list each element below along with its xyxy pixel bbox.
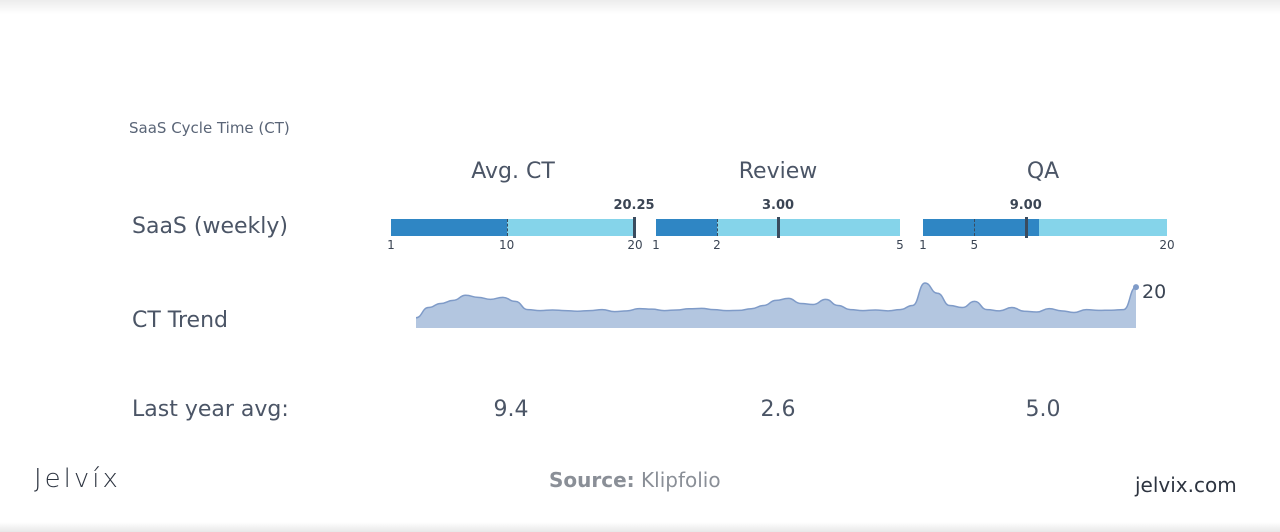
bullet-review: 1 2 5 3.00 [652, 198, 904, 252]
last-year-avg-qa: 5.0 [1025, 397, 1061, 422]
source-note: Source: Klipfolio [549, 468, 721, 492]
bullet-marker-avg-ct [633, 217, 636, 238]
bullet-tick-label: 1 [919, 238, 927, 252]
chart-subtitle: SaaS Cycle Time (CT) [129, 119, 290, 137]
bullet-marker-qa [1024, 217, 1028, 238]
row-label-weekly: SaaS (weekly) [132, 214, 288, 239]
bullet-tick-label: 5 [970, 238, 979, 252]
source-value: Klipfolio [641, 468, 721, 492]
bullet-tick-label: 10 [498, 238, 515, 252]
bottom-shadow [0, 522, 1280, 532]
bullet-value-label-qa: 9.00 [1009, 198, 1042, 213]
trend-area [416, 283, 1136, 328]
bullet-tick-label: 20 [1159, 238, 1175, 252]
column-title-review: Review [738, 159, 818, 184]
bullet-fill-review [656, 219, 717, 236]
bullet-tick-label: 1 [652, 238, 660, 252]
trend-end-point [1133, 284, 1139, 291]
bullet-tick-label: 5 [896, 238, 904, 252]
last-year-avg-ct: 9.4 [493, 397, 529, 422]
bullet-qa: 1 5 20 9.00 [919, 198, 1174, 252]
bullet-tick-label: 20 [627, 238, 643, 252]
bullet-tick-mark [717, 219, 718, 236]
jelvix-logo: Jelvíx [34, 464, 121, 494]
bullet-tick-mark [974, 219, 976, 236]
row-label-trend: CT Trend [132, 308, 229, 333]
last-year-avg-review: 2.6 [760, 397, 796, 422]
bullet-value-label-review: 3.00 [761, 198, 795, 213]
trend-line [415, 282, 1137, 319]
site-link[interactable]: jelvix.com [1135, 473, 1237, 497]
bullet-value-label-avg-ct: 20.25 [613, 198, 655, 213]
source-label: Source: [549, 468, 635, 492]
column-title-avg-ct: Avg. CT [471, 159, 555, 184]
row-label-last-year: Last year avg: [132, 397, 289, 422]
bullet-marker-review [777, 217, 780, 238]
bullet-fill-qa [923, 219, 1039, 236]
bullet-tick-label: 2 [713, 238, 721, 252]
bullet-avg-ct: 1 10 20 20.25 [387, 198, 654, 252]
bullet-tick-mark [506, 219, 508, 236]
top-shadow [0, 0, 1280, 14]
bullet-tick-label: 1 [387, 238, 395, 252]
trend-end-label: 20 [1142, 281, 1167, 303]
column-title-qa: QA [1026, 159, 1060, 184]
bullet-fill-avg-ct [391, 219, 507, 236]
